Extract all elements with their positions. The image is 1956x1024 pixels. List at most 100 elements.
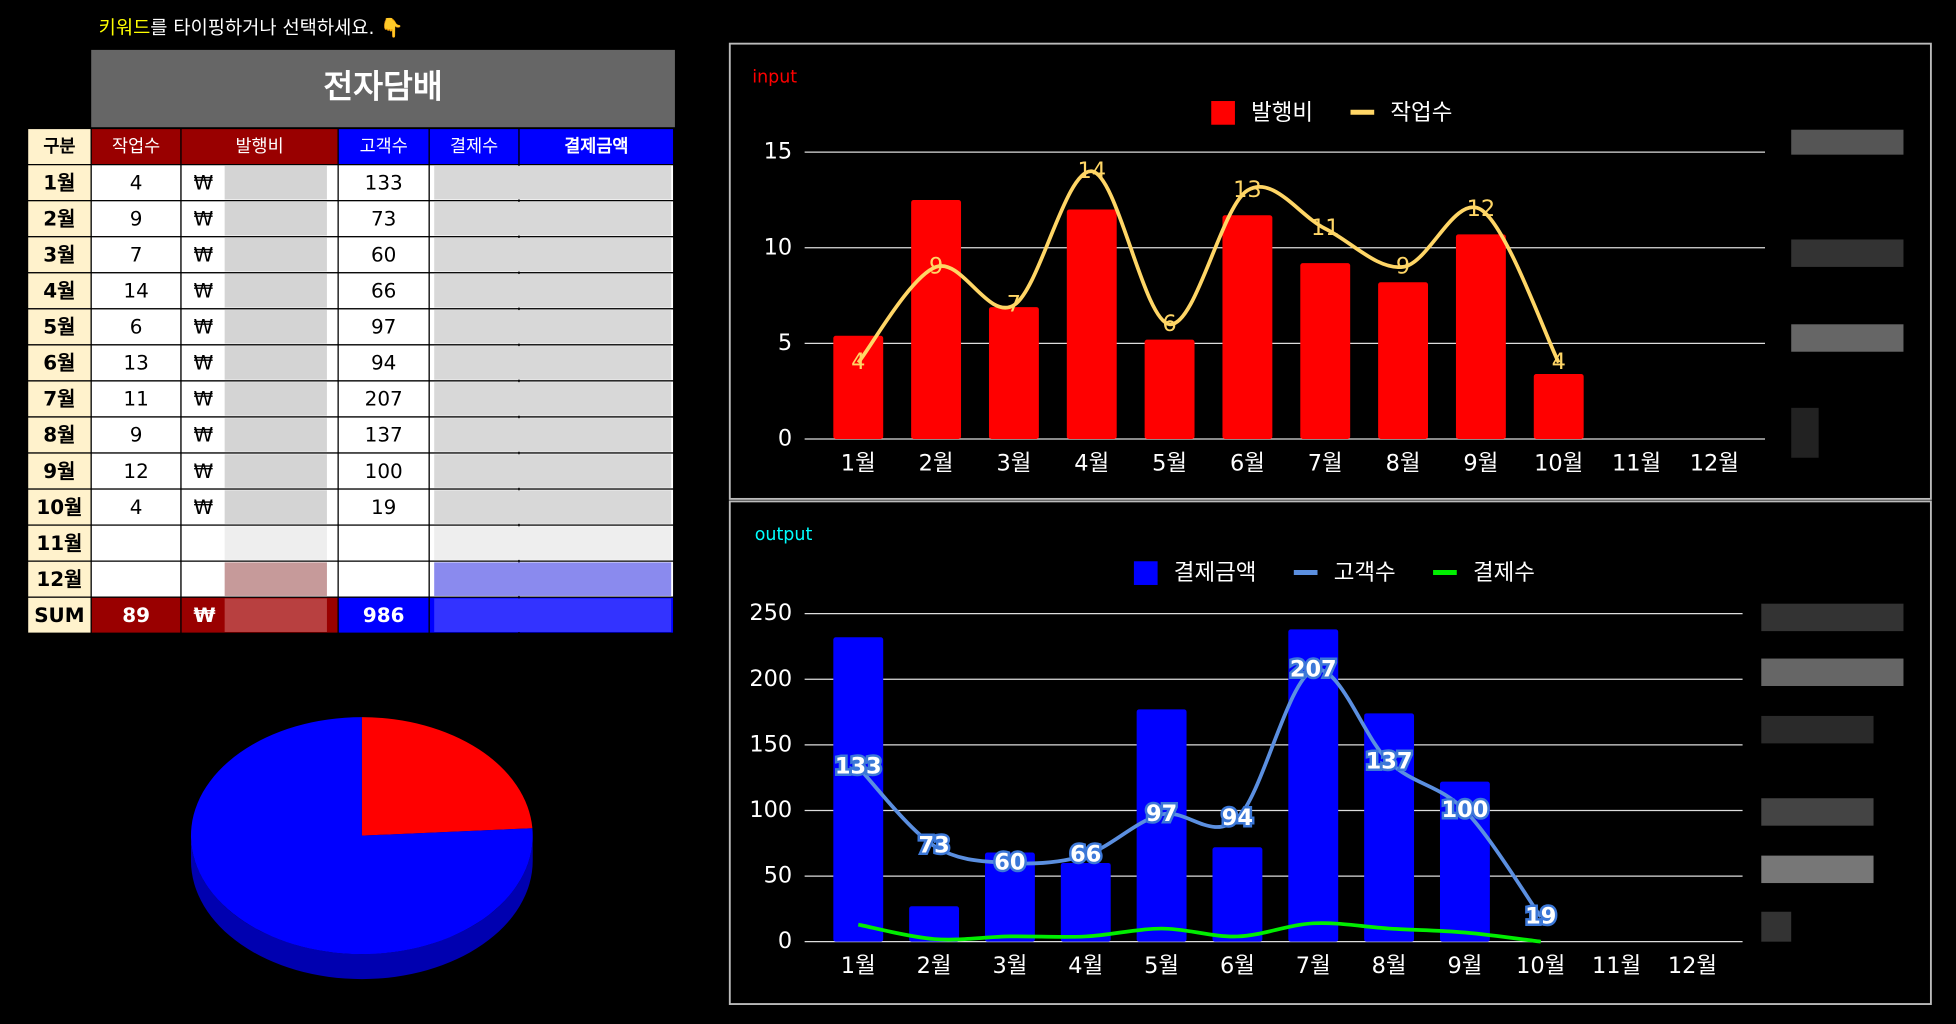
y-tick-label: 10 — [764, 234, 793, 260]
cell-text: 1월 — [43, 170, 75, 194]
header-cell — [518, 127, 675, 166]
table-title: 전자담배 — [323, 68, 442, 106]
x-tick-label: 8월 — [1372, 953, 1407, 979]
cell-text: ₩ — [193, 170, 213, 194]
cell-text: 89 — [122, 603, 150, 627]
blur — [224, 201, 327, 236]
x-tick-label: 10월 — [1534, 450, 1583, 476]
bar — [909, 906, 960, 942]
cell — [26, 416, 92, 454]
blur — [1791, 324, 1904, 352]
x-tick-label: 7월 — [1308, 450, 1343, 476]
blur — [434, 201, 672, 236]
header-cell — [180, 127, 339, 166]
data-label: 11 — [1311, 215, 1340, 241]
blur — [1761, 658, 1904, 686]
cell — [90, 452, 182, 490]
blur — [1761, 603, 1904, 632]
table-title-band — [91, 49, 675, 128]
blur — [224, 418, 327, 452]
blur — [224, 562, 327, 596]
bar — [1533, 374, 1584, 440]
cell-text: 6 — [130, 315, 143, 339]
x-tick-label: 5월 — [1144, 953, 1179, 979]
cell-text: 19 — [371, 495, 396, 519]
cell-text: 13 — [123, 351, 148, 375]
cell — [90, 200, 182, 238]
cell-text: ₩ — [193, 459, 213, 483]
legend-label: 결제금액 — [1174, 560, 1257, 586]
legend-label: 발행비 — [1251, 100, 1313, 126]
cell — [337, 560, 430, 598]
legend-label: 고객수 — [1334, 560, 1396, 586]
header-cell — [337, 127, 430, 166]
bar — [1439, 781, 1490, 942]
x-tick-label: 7월 — [1296, 953, 1331, 979]
bar — [833, 637, 884, 942]
data-label: 73 — [918, 832, 949, 858]
legend-label: 작업수 — [1390, 100, 1452, 126]
cell-text: 73 — [371, 206, 396, 230]
legend-swatch — [1211, 101, 1235, 125]
cell-text: 3월 — [43, 242, 75, 266]
y-tick-label: 15 — [764, 139, 793, 165]
x-tick-label: 9월 — [1463, 450, 1498, 476]
bar — [1060, 862, 1111, 942]
header-label: 결제금액 — [564, 137, 628, 157]
y-tick-label: 0 — [778, 426, 792, 452]
chart-title: output — [755, 525, 813, 545]
cell-text: 66 — [371, 279, 396, 303]
cell-text: 9월 — [43, 459, 75, 483]
blur — [224, 310, 327, 344]
cell — [90, 308, 182, 346]
data-label: 100 — [1442, 797, 1489, 823]
cell — [26, 164, 92, 202]
blur — [1761, 798, 1874, 826]
cell-text: 133 — [365, 170, 403, 194]
blur — [434, 598, 672, 632]
y-tick-label: 150 — [749, 731, 792, 757]
data-label: 60 — [994, 849, 1025, 875]
cell-text: 4 — [130, 170, 143, 194]
x-tick-label: 11월 — [1612, 450, 1661, 476]
blur — [224, 490, 327, 524]
cell-text: 137 — [365, 423, 403, 447]
x-tick-label: 12월 — [1668, 953, 1717, 979]
cell-text: 12 — [123, 459, 148, 483]
x-tick-label: 3월 — [992, 953, 1027, 979]
data-label: 7 — [1007, 292, 1021, 318]
cell-text: 11 — [123, 387, 148, 411]
cell-text: SUM — [34, 603, 84, 627]
cell-text: 97 — [371, 315, 396, 339]
data-label: 12 — [1467, 196, 1496, 222]
bar — [1212, 847, 1263, 942]
blur — [1791, 407, 1819, 458]
bar — [1066, 209, 1117, 440]
blur — [434, 310, 672, 344]
cell-text: 4 — [130, 495, 143, 519]
y-tick-label: 50 — [764, 863, 793, 889]
data-label: 4 — [1552, 349, 1566, 375]
y-tick-label: 100 — [749, 797, 792, 823]
x-tick-label: 4월 — [1074, 450, 1109, 476]
blur — [1761, 715, 1874, 744]
blur — [1761, 855, 1874, 884]
cell-text: 986 — [363, 603, 405, 627]
cell — [90, 596, 182, 634]
blur — [224, 237, 327, 272]
cell-text: ₩ — [193, 603, 215, 627]
blur — [434, 454, 672, 488]
blur — [434, 562, 672, 596]
x-tick-label: 11월 — [1592, 953, 1641, 979]
data-label: 9 — [1396, 253, 1410, 279]
cell — [26, 380, 92, 418]
data-label: 6 — [1162, 311, 1176, 337]
cell — [337, 524, 430, 562]
cell-text: 5월 — [43, 315, 75, 339]
header-label: 발행비 — [235, 137, 283, 157]
x-tick-label: 12월 — [1690, 450, 1739, 476]
cell-text: ₩ — [193, 315, 213, 339]
cell — [26, 236, 92, 274]
blur — [434, 382, 672, 416]
